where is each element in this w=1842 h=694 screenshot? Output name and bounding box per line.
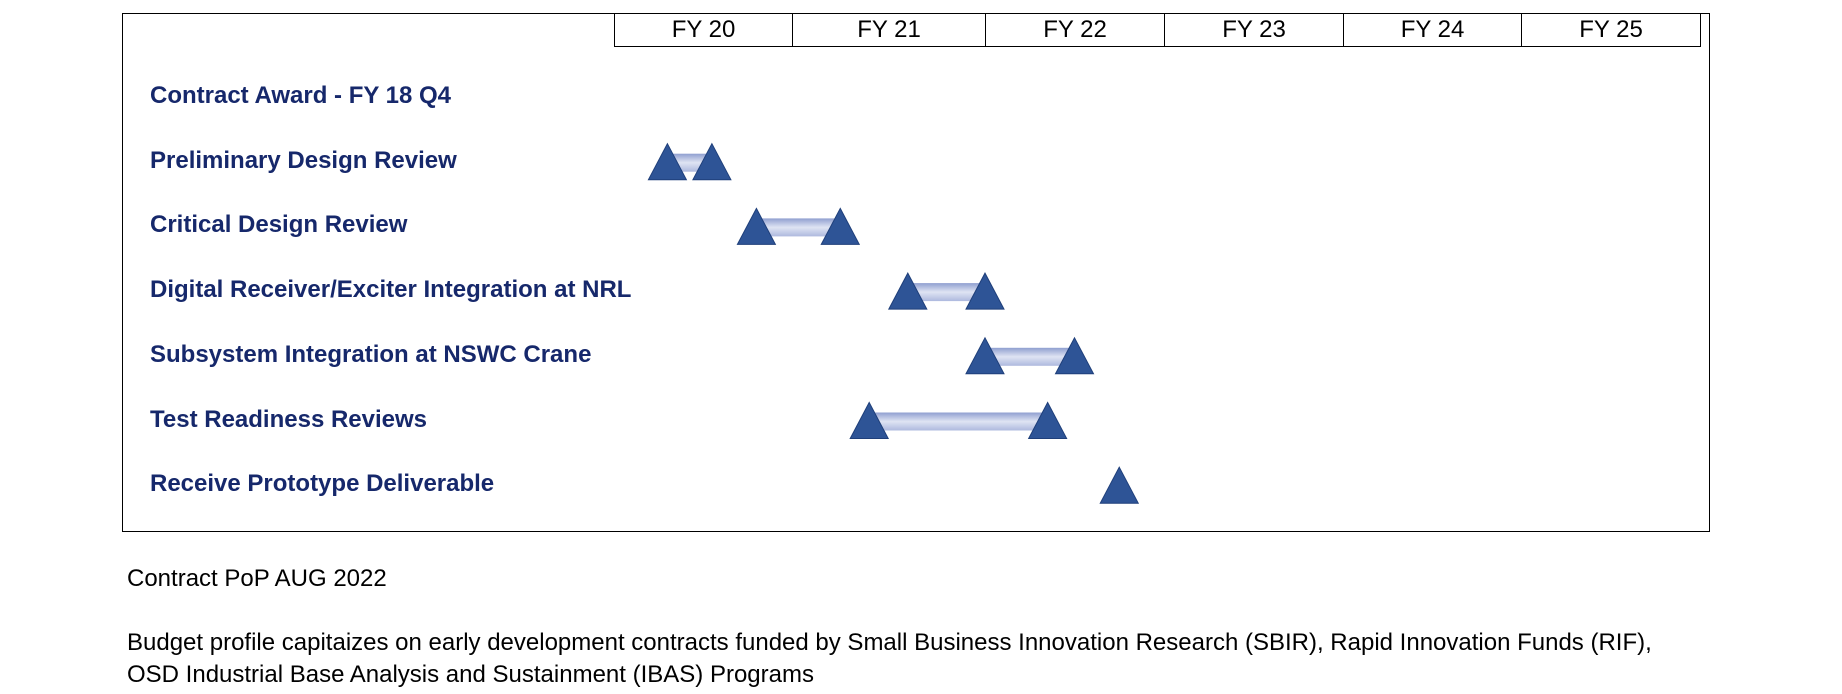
task-label: Contract Award - FY 18 Q4 — [150, 82, 451, 109]
start-milestone-triangle — [647, 142, 688, 181]
end-milestone-triangle — [965, 272, 1005, 310]
start-milestone-triangle — [887, 272, 928, 310]
task-duration-bar — [869, 412, 1048, 431]
end-milestone-triangle — [692, 142, 732, 181]
start-milestone-triangle — [849, 401, 890, 439]
task-label: Critical Design Review — [150, 211, 408, 239]
fy-header-cell: FY 25 — [1521, 13, 1701, 47]
task-duration-bar — [756, 218, 841, 237]
fy-header-cell: FY 21 — [792, 13, 986, 47]
fy-header-cell: FY 20 — [614, 13, 793, 47]
budget-profile-note: Budget profile capitaizes on early devel… — [127, 629, 1652, 688]
contract-pop-note: Contract PoP AUG 2022 — [127, 565, 387, 592]
fy-header-cell: FY 22 — [985, 13, 1165, 47]
task-label: Test Readiness Reviews — [150, 405, 428, 433]
end-milestone-triangle — [1054, 336, 1095, 375]
task-duration-bar — [907, 283, 985, 302]
end-milestone-triangle — [820, 207, 861, 245]
task-duration-bar — [985, 347, 1075, 366]
start-milestone-triangle — [965, 336, 1005, 375]
fy-header-cell: FY 24 — [1343, 13, 1522, 47]
task-label: Digital Receiver/Exciter Integration at … — [150, 276, 632, 304]
task-label: Receive Prototype Deliverable — [150, 470, 495, 498]
task-label: Subsystem Integration at NSWC Crane — [150, 340, 592, 368]
end-milestone-triangle — [1027, 401, 1068, 439]
milestone-triangle — [1099, 466, 1140, 504]
fy-header-cell: FY 23 — [1164, 13, 1344, 47]
task-label: Preliminary Design Review — [150, 146, 457, 174]
start-milestone-triangle — [736, 207, 777, 245]
